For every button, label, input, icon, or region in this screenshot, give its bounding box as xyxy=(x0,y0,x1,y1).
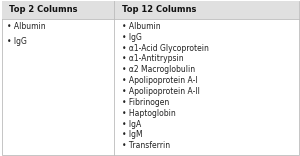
Text: • Albumin: • Albumin xyxy=(7,22,46,31)
Text: • α1-Antitrypsin: • α1-Antitrypsin xyxy=(122,54,183,63)
Text: • Albumin: • Albumin xyxy=(122,22,160,31)
Text: • IgG: • IgG xyxy=(122,33,141,42)
Text: • α2 Macroglobulin: • α2 Macroglobulin xyxy=(122,65,195,74)
Text: • Haptoglobin: • Haptoglobin xyxy=(122,109,175,118)
Text: Top 2 Columns: Top 2 Columns xyxy=(9,5,77,14)
Text: • Transferrin: • Transferrin xyxy=(122,141,170,150)
Text: • α1-Acid Glycoprotein: • α1-Acid Glycoprotein xyxy=(122,44,208,53)
Text: • Apolipoprotein A-II: • Apolipoprotein A-II xyxy=(122,87,200,96)
Text: • Fibrinogen: • Fibrinogen xyxy=(122,98,169,107)
Text: • IgG: • IgG xyxy=(7,37,27,46)
Bar xyxy=(114,1,298,19)
Text: Top 12 Columns: Top 12 Columns xyxy=(122,5,196,14)
Text: • IgA: • IgA xyxy=(122,119,141,129)
Text: • Apolipoprotein A-I: • Apolipoprotein A-I xyxy=(122,76,197,85)
Text: • IgM: • IgM xyxy=(122,130,142,139)
Bar xyxy=(2,1,114,19)
